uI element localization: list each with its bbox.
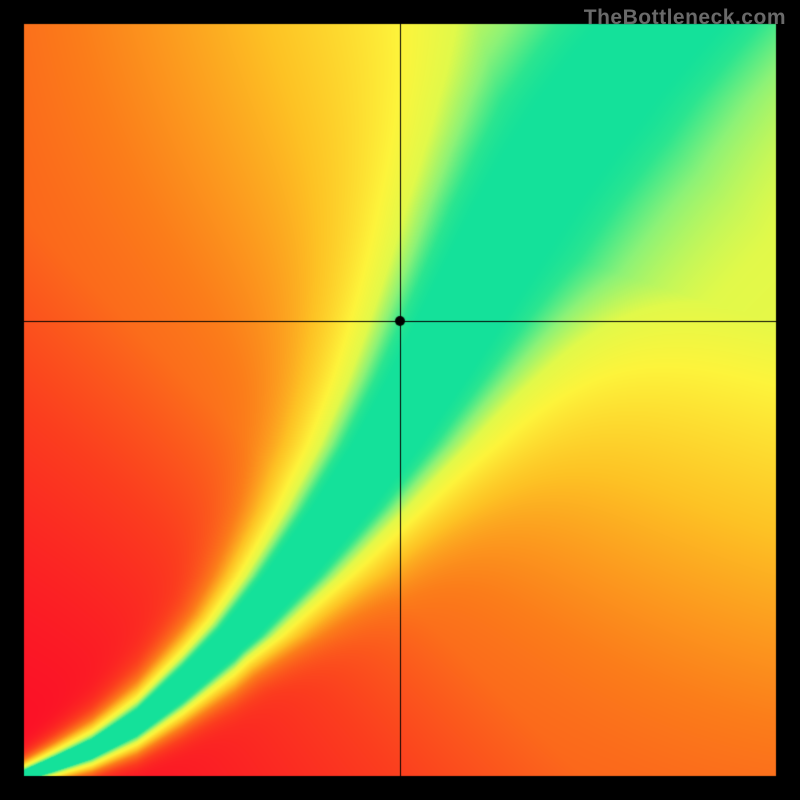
chart-container: { "watermark": { "text": "TheBottleneck.… [0,0,800,800]
bottleneck-heatmap [0,0,800,800]
watermark-text: TheBottleneck.com [584,6,786,30]
